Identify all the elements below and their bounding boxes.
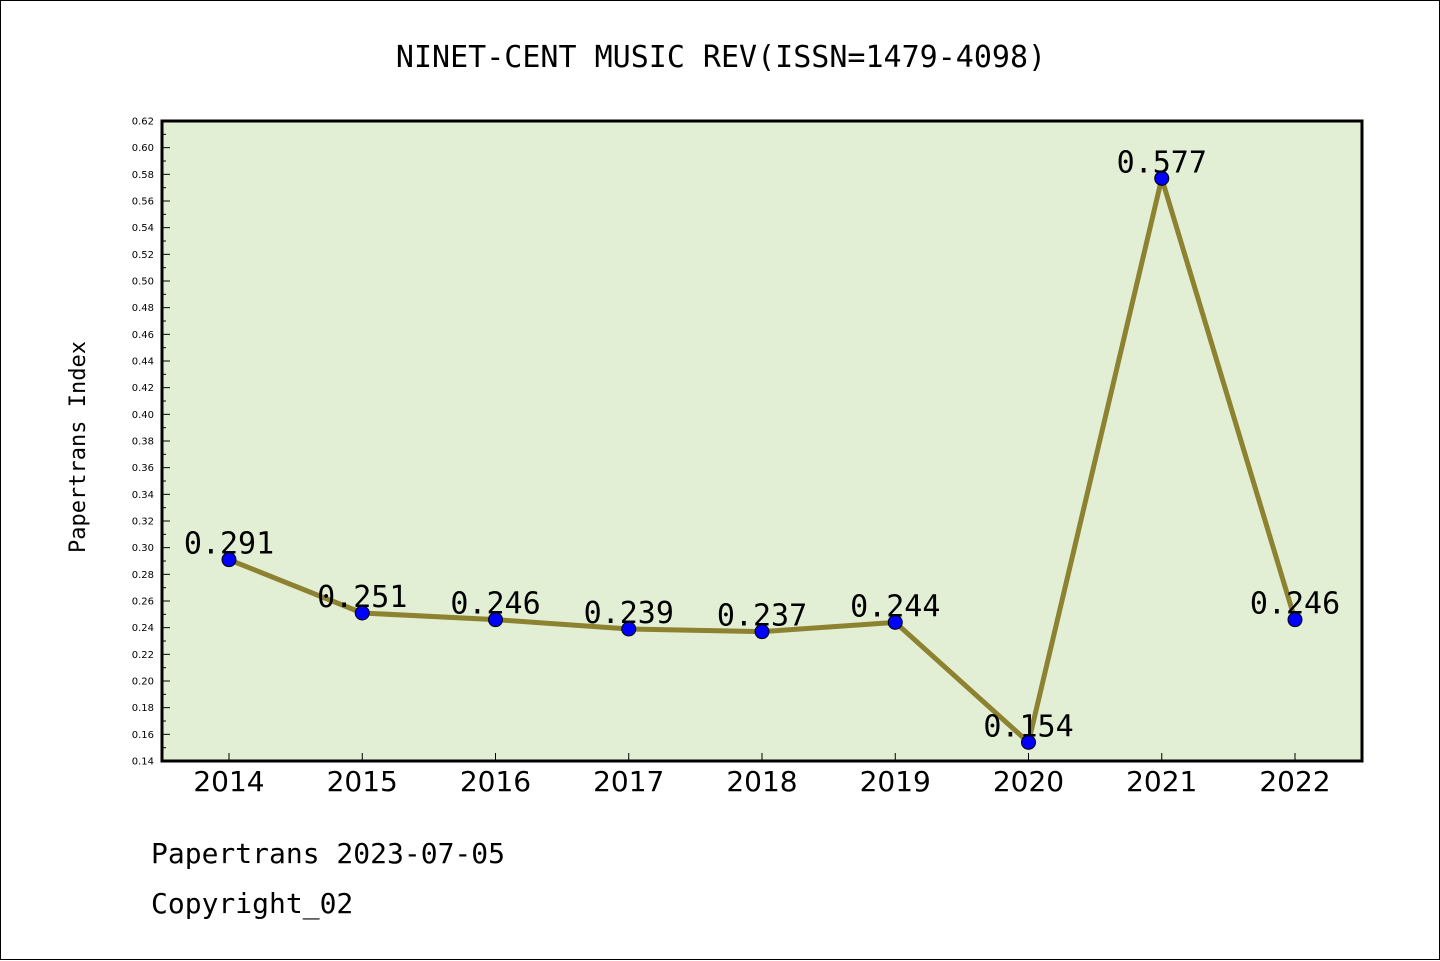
x-tick-label: 2022 bbox=[1259, 765, 1330, 798]
y-tick-label: 0.30 bbox=[132, 543, 154, 554]
y-tick-label: 0.20 bbox=[132, 677, 154, 688]
y-tick-label: 0.56 bbox=[132, 197, 154, 208]
y-axis-label: Papertrans Index bbox=[66, 341, 91, 553]
y-tick-label: 0.24 bbox=[132, 623, 154, 634]
data-point bbox=[221, 552, 237, 568]
x-tick-label: 2020 bbox=[993, 765, 1064, 798]
plot-area bbox=[160, 119, 1364, 763]
y-tick-label: 0.16 bbox=[132, 730, 154, 741]
y-tick-label: 0.62 bbox=[132, 117, 154, 128]
x-tick-label: 2021 bbox=[1126, 765, 1197, 798]
x-tick-label: 2014 bbox=[193, 765, 264, 798]
data-point bbox=[1154, 170, 1170, 186]
x-tick-label: 2015 bbox=[327, 765, 398, 798]
data-point bbox=[488, 612, 503, 628]
y-axis-ticks: 0.14 0.16 0.18 0.20 0.22 0.24 0.26 0.28 0.30 0.32… bbox=[132, 117, 170, 768]
y-tick-label: 0.44 bbox=[132, 357, 154, 368]
y-tick-label: 0.48 bbox=[132, 303, 154, 314]
y-tick-label: 0.28 bbox=[132, 570, 154, 581]
data-point bbox=[354, 605, 370, 621]
data-point bbox=[1021, 734, 1036, 750]
data-point bbox=[621, 621, 637, 637]
y-tick-label: 0.22 bbox=[132, 650, 154, 661]
data-label: 0.154 bbox=[983, 709, 1073, 744]
data-label: 0.246 bbox=[1250, 587, 1340, 622]
y-tick-label: 0.32 bbox=[132, 517, 154, 528]
y-tick-label: 0.46 bbox=[132, 330, 154, 341]
data-point bbox=[754, 624, 770, 640]
y-tick-label: 0.52 bbox=[132, 250, 154, 261]
footer-copyright: Copyright_02 bbox=[151, 887, 354, 920]
data-label: 0.246 bbox=[450, 587, 540, 622]
x-axis-ticks: 2014 2015 2016 2017 2018 2019 2020 2021 2022 bbox=[193, 753, 1331, 798]
data-points bbox=[221, 170, 1303, 750]
y-tick-label: 0.54 bbox=[132, 223, 154, 234]
y-tick-label: 0.58 bbox=[132, 170, 154, 181]
y-tick-label: 0.38 bbox=[132, 437, 154, 448]
data-label: 0.577 bbox=[1117, 145, 1207, 180]
data-label: 0.291 bbox=[184, 527, 274, 562]
x-tick-label: 2017 bbox=[593, 765, 664, 798]
footer-source: Papertrans 2023-07-05 bbox=[151, 837, 506, 870]
data-labels: 0.291 0.251 0.246 0.239 0.237 0.244 0.154 0.577… bbox=[184, 145, 1340, 744]
data-label: 0.239 bbox=[584, 596, 674, 631]
y-tick-label: 0.50 bbox=[132, 277, 154, 288]
chart-title: NINET-CENT MUSIC REV(ISSN=1479-4098) bbox=[396, 40, 1046, 75]
y-tick-label: 0.42 bbox=[132, 383, 154, 394]
y-tick-label: 0.14 bbox=[132, 757, 154, 768]
data-point bbox=[1287, 612, 1303, 628]
data-label: 0.237 bbox=[717, 599, 807, 634]
y-tick-label: 0.60 bbox=[132, 143, 154, 154]
data-point bbox=[887, 614, 903, 630]
x-tick-label: 2018 bbox=[726, 765, 797, 798]
y-tick-label: 0.18 bbox=[132, 703, 154, 714]
y-tick-label: 0.36 bbox=[132, 463, 154, 474]
y-tick-label: 0.34 bbox=[132, 490, 154, 501]
x-tick-label: 2016 bbox=[460, 765, 531, 798]
y-tick-label: 0.40 bbox=[132, 410, 154, 421]
y-tick-label: 0.26 bbox=[132, 597, 154, 608]
data-label: 0.244 bbox=[850, 589, 940, 624]
x-tick-label: 2019 bbox=[860, 765, 931, 798]
data-label: 0.251 bbox=[317, 580, 407, 615]
